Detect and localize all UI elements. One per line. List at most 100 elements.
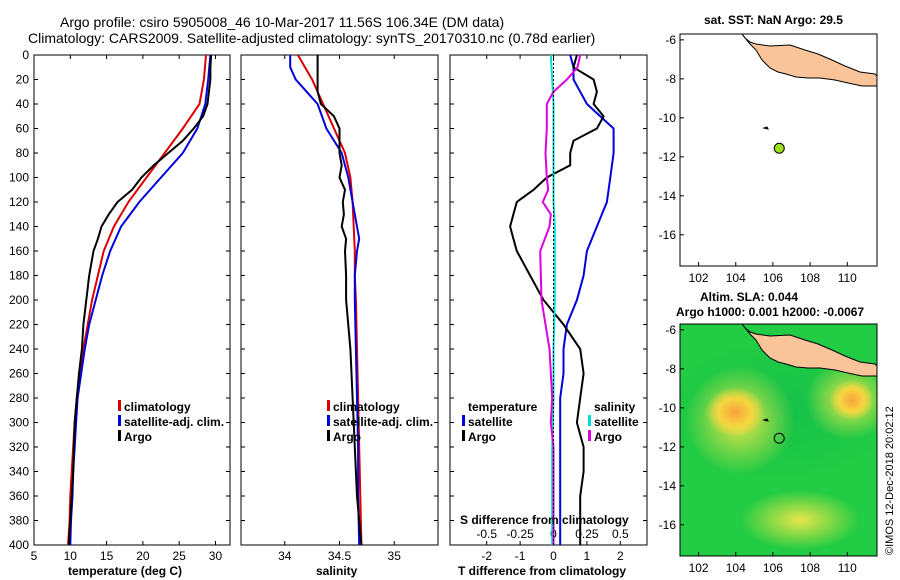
x-tick-label: -2: [481, 549, 492, 563]
s-diff-tick-label: 0.5: [612, 527, 629, 541]
x-tick-label: 10: [64, 549, 78, 563]
depth-tick-label: 340: [9, 465, 29, 479]
map-y-tick-label: -14: [659, 479, 677, 493]
difference-legend: temperature satellite Argo salinity sate…: [462, 400, 639, 444]
legend-title-salinity: salinity: [594, 400, 636, 414]
x-tick-label: 15: [100, 549, 114, 563]
map-x-tick-label: 102: [689, 561, 709, 575]
depth-tick-label: 380: [9, 514, 29, 528]
salinity-xlabel: salinity: [316, 564, 358, 578]
x-tick-label: -1: [515, 549, 526, 563]
series-line-argo: [316, 55, 363, 546]
depth-tick-label: 280: [9, 391, 29, 405]
island-marker: [762, 126, 769, 130]
legend-label-argo: Argo: [124, 430, 152, 444]
depth-tick-label: 240: [9, 342, 29, 356]
map-y-tick-label: -8: [665, 72, 676, 86]
x-tick-label: 1: [584, 549, 591, 563]
figure-title-line1: Argo profile: csiro 5905008_46 10-Mar-20…: [60, 14, 504, 30]
temperature-legend: climatology satellite-adj. clim. Argo: [118, 400, 224, 444]
map-y-tick-label: -10: [659, 111, 677, 125]
x-axis-ticks: 5 10 15 20 25 30 34 34.5 35 -2 -1 0 1 2-0.5 -0.25 0 0.25…: [31, 55, 629, 563]
difference-series: [509, 54, 615, 545]
legend-swatch-s-argo: [588, 430, 591, 441]
sla-orange-east: [830, 380, 874, 420]
legend-swatch-t-argo: [462, 430, 465, 441]
sla-map-axes: 102 104 106 108 110 -6 -8 -10 -12 -14 -16: [659, 323, 857, 575]
depth-tick-label: 360: [9, 489, 29, 503]
depth-tick-label: 220: [9, 318, 29, 332]
depth-tick-label: 160: [9, 244, 29, 258]
series-line-t-satellite: [559, 54, 615, 545]
difference-top-xlabel: S difference from climatology: [460, 513, 629, 527]
temperature-xlabel: temperature (deg C): [68, 564, 182, 578]
argo-location-marker: [773, 142, 785, 154]
temperature-series: [67, 54, 213, 546]
s-diff-tick-label: -0.25: [506, 527, 534, 541]
map-x-tick-label: 106: [763, 271, 783, 285]
map-y-tick-label: -16: [659, 228, 677, 242]
legend-swatch-argo: [327, 430, 330, 441]
series-line-climatology: [67, 54, 207, 546]
legend-label-t-argo: Argo: [468, 430, 496, 444]
legend-label-t-satellite: satellite: [468, 415, 513, 429]
legend-swatch-climatology: [118, 400, 121, 411]
map-x-tick-label: 102: [689, 271, 709, 285]
x-tick-label: 2: [617, 549, 624, 563]
sla-orange-west: [705, 387, 765, 437]
series-line-s-argo: [539, 54, 582, 545]
depth-tick-label: 40: [16, 97, 30, 111]
s-diff-tick-label: 0.25: [575, 527, 599, 541]
sst-map-land: [741, 34, 877, 130]
depth-axis: 0 20 40 60 80 100 120 140 160 180 200 220 240 260 280 3…: [9, 48, 647, 552]
x-tick-label: 34: [278, 549, 292, 563]
legend-title-temperature: temperature: [468, 400, 538, 414]
map-x-tick-label: 108: [800, 271, 820, 285]
map-x-tick-label: 106: [763, 561, 783, 575]
depth-tick-label: 400: [9, 538, 29, 552]
map-x-tick-label: 104: [726, 271, 746, 285]
sla-map-frame: [679, 323, 878, 557]
depth-tick-label: 260: [9, 367, 29, 381]
argo-location-marker-sla: [773, 432, 785, 444]
salinity-series: [289, 54, 363, 546]
depth-tick-label: 320: [9, 440, 29, 454]
x-tick-label: 20: [136, 549, 150, 563]
depth-tick-label: 200: [9, 293, 29, 307]
legend-label-climatology: climatology: [333, 400, 400, 414]
x-tick-label: 5: [31, 549, 38, 563]
depth-tick-label: 180: [9, 269, 29, 283]
java-coast-sla: [741, 324, 877, 377]
legend-swatch-argo: [118, 430, 121, 441]
depth-tick-label: 20: [16, 73, 30, 87]
legend-label-climatology: climatology: [124, 400, 191, 414]
temperature-panel-frame: [33, 54, 231, 546]
map-x-tick-label: 108: [800, 561, 820, 575]
depth-tick-label: 80: [16, 146, 30, 160]
map-x-tick-label: 104: [726, 561, 746, 575]
legend-label-satellite: satellite-adj. clim.: [124, 415, 224, 429]
depth-tick-label: 120: [9, 195, 29, 209]
sst-map-title: sat. SST: NaN Argo: 29.5: [704, 13, 843, 27]
x-tick-label: 35: [388, 549, 402, 563]
map-y-tick-label: -12: [659, 150, 677, 164]
map-x-tick-label: 110: [838, 561, 857, 575]
legend-swatch-s-satellite: [588, 415, 591, 426]
map-y-tick-label: -16: [659, 518, 677, 532]
figure-title-line2: Climatology: CARS2009. Satellite-adjuste…: [28, 30, 595, 46]
java-coast: [741, 34, 877, 87]
x-tick-label: 34.5: [328, 549, 352, 563]
sla-map-title1: Altim. SLA: 0.044: [700, 290, 798, 304]
legend-label-argo: Argo: [333, 430, 361, 444]
map-y-tick-label: -12: [659, 440, 677, 454]
legend-label-s-satellite: satellite: [594, 415, 639, 429]
sla-map-title2: Argo h1000: 0.001 h2000: -0.0067: [676, 305, 864, 319]
series-line-t-argo: [509, 54, 605, 545]
map-x-tick-label: 110: [838, 271, 857, 285]
map-y-tick-label: -10: [659, 401, 677, 415]
depth-tick-label: 140: [9, 220, 29, 234]
series-line-satellite-adj-clim-: [289, 55, 361, 546]
depth-tick-label: 60: [16, 122, 30, 136]
depth-tick-label: 300: [9, 416, 29, 430]
